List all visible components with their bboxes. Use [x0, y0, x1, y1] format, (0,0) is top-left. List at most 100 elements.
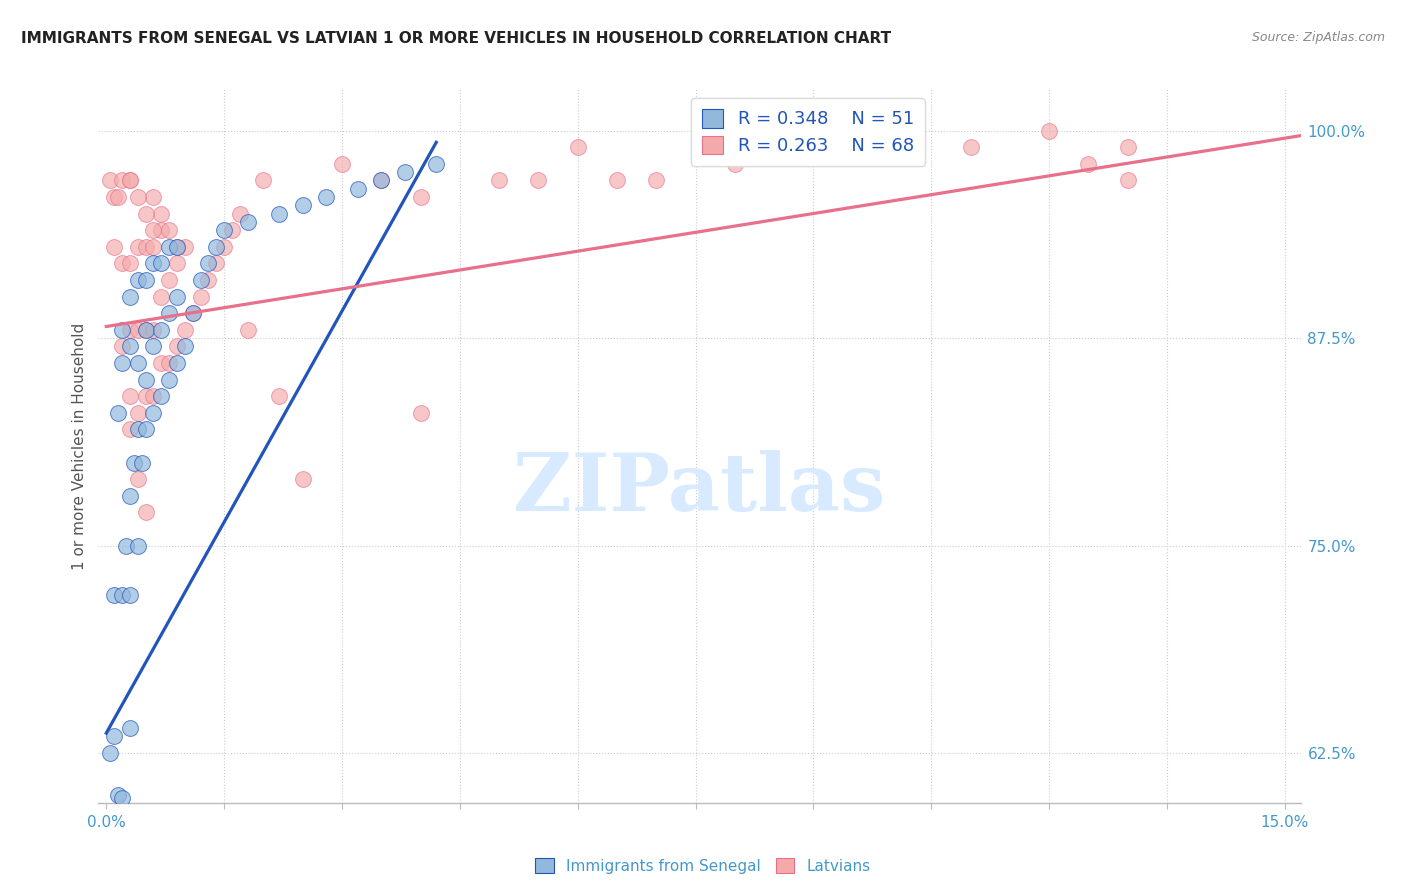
Point [1116, 173, 1139, 187]
Point [118, 489, 141, 503]
Point [98, 746, 121, 760]
Point [150, 323, 173, 337]
Point [131, 456, 153, 470]
Point [346, 182, 368, 196]
Point [107, 190, 129, 204]
Point [111, 356, 134, 370]
Point [197, 256, 219, 270]
Point [135, 240, 157, 254]
Point [1077, 157, 1099, 171]
Point [111, 256, 134, 270]
Point [269, 207, 291, 221]
Point [880, 124, 903, 138]
Point [197, 273, 219, 287]
Point [142, 190, 165, 204]
Point [135, 505, 157, 519]
Point [103, 730, 125, 744]
Point [150, 389, 173, 403]
Point [142, 339, 165, 353]
Point [370, 173, 392, 187]
Point [330, 157, 353, 171]
Point [127, 240, 149, 254]
Point [118, 721, 141, 735]
Point [157, 273, 180, 287]
Point [127, 422, 149, 436]
Point [135, 323, 157, 337]
Point [118, 173, 141, 187]
Point [181, 306, 204, 320]
Point [142, 323, 165, 337]
Point [205, 240, 228, 254]
Point [269, 389, 291, 403]
Point [127, 190, 149, 204]
Point [157, 223, 180, 237]
Point [127, 273, 149, 287]
Point [107, 788, 129, 802]
Point [150, 207, 173, 221]
Point [118, 256, 141, 270]
Point [236, 215, 259, 229]
Point [409, 190, 432, 204]
Point [157, 240, 180, 254]
Text: ZIPatlas: ZIPatlas [513, 450, 886, 528]
Point [803, 140, 825, 154]
Point [150, 290, 173, 304]
Point [150, 223, 173, 237]
Point [115, 539, 138, 553]
Point [173, 339, 195, 353]
Point [166, 339, 188, 353]
Point [135, 422, 157, 436]
Point [118, 173, 141, 187]
Point [142, 223, 165, 237]
Point [409, 406, 432, 420]
Point [567, 140, 589, 154]
Legend: R = 0.348    N = 51, R = 0.263    N = 68: R = 0.348 N = 51, R = 0.263 N = 68 [690, 98, 925, 166]
Text: Source: ZipAtlas.com: Source: ZipAtlas.com [1251, 31, 1385, 45]
Point [135, 389, 157, 403]
Point [291, 198, 314, 212]
Point [118, 323, 141, 337]
Point [221, 223, 243, 237]
Point [1038, 124, 1060, 138]
Point [157, 356, 180, 370]
Point [111, 323, 134, 337]
Point [122, 456, 145, 470]
Point [127, 472, 149, 486]
Point [166, 290, 188, 304]
Point [103, 190, 125, 204]
Point [724, 157, 747, 171]
Point [111, 790, 134, 805]
Point [135, 273, 157, 287]
Point [205, 256, 228, 270]
Point [527, 173, 550, 187]
Point [103, 588, 125, 602]
Point [157, 306, 180, 320]
Point [166, 256, 188, 270]
Point [181, 306, 204, 320]
Point [150, 356, 173, 370]
Point [645, 173, 668, 187]
Point [135, 373, 157, 387]
Point [107, 406, 129, 420]
Point [127, 406, 149, 420]
Point [394, 165, 416, 179]
Point [236, 323, 259, 337]
Point [173, 323, 195, 337]
Point [166, 240, 188, 254]
Point [252, 173, 274, 187]
Point [111, 173, 134, 187]
Point [166, 240, 188, 254]
Point [103, 240, 125, 254]
Point [606, 173, 628, 187]
Point [1116, 140, 1139, 154]
Point [118, 588, 141, 602]
Point [135, 323, 157, 337]
Point [157, 373, 180, 387]
Point [173, 240, 195, 254]
Point [127, 356, 149, 370]
Point [150, 256, 173, 270]
Point [315, 190, 337, 204]
Point [229, 207, 252, 221]
Point [959, 140, 981, 154]
Point [370, 173, 392, 187]
